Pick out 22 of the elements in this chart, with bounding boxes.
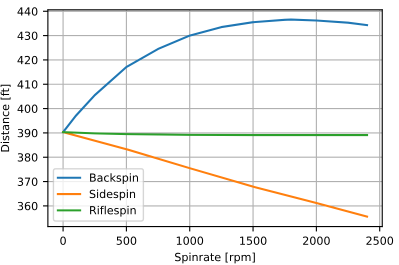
legend-label: Riflespin <box>90 206 136 217</box>
line-series <box>62 131 368 218</box>
legend-label: Sidespin <box>90 190 136 200</box>
legend-label: Backspin <box>90 173 138 184</box>
y-tick-label: 380 <box>18 153 38 162</box>
y-tick-label: 430 <box>17 32 38 40</box>
x-tick-label: 2000 <box>303 236 330 245</box>
x-tick-label: 1500 <box>240 236 266 245</box>
x-tick-label: 2500 <box>366 236 394 245</box>
y-tick-label: 390 <box>18 128 38 138</box>
line-series <box>62 18 368 134</box>
x-tick-label: 1000 <box>176 236 204 245</box>
y-tick-label: 370 <box>18 178 38 186</box>
y-tick-label: 360 <box>18 202 38 210</box>
x-tick-label: 500 <box>116 236 136 245</box>
x-axis-title: Spinrate [rpm] <box>175 252 255 264</box>
y-tick-label: 420 <box>17 56 38 64</box>
y-tick-label: 410 <box>17 80 38 89</box>
y-axis-title: Distance [ft] <box>0 84 11 152</box>
x-tick-label: 0 <box>60 236 66 245</box>
y-tick-label: 440 <box>17 7 38 16</box>
y-tick-label: 400 <box>17 104 38 113</box>
